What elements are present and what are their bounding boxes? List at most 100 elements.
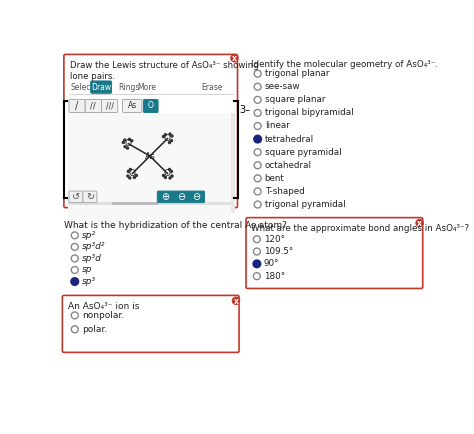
Text: 180°: 180° xyxy=(264,272,285,281)
Text: Select: Select xyxy=(70,83,93,92)
Circle shape xyxy=(133,177,136,178)
Text: ///: /// xyxy=(106,102,114,111)
Text: x: x xyxy=(232,54,237,63)
Text: Erase: Erase xyxy=(201,83,222,92)
Circle shape xyxy=(71,312,78,319)
FancyBboxPatch shape xyxy=(157,191,173,203)
FancyBboxPatch shape xyxy=(83,191,97,203)
FancyBboxPatch shape xyxy=(63,296,239,352)
Circle shape xyxy=(124,146,126,148)
Circle shape xyxy=(129,177,131,179)
Circle shape xyxy=(164,134,166,136)
Circle shape xyxy=(168,141,171,144)
Text: trigonal pyramidal: trigonal pyramidal xyxy=(264,200,345,209)
Circle shape xyxy=(171,135,173,137)
Circle shape xyxy=(163,174,164,177)
Circle shape xyxy=(254,162,261,169)
Circle shape xyxy=(171,140,173,141)
Circle shape xyxy=(127,147,128,149)
FancyBboxPatch shape xyxy=(64,54,237,207)
Text: As: As xyxy=(128,102,137,111)
Circle shape xyxy=(71,266,78,273)
Text: Draw: Draw xyxy=(91,83,111,92)
Circle shape xyxy=(169,133,171,135)
Text: Draw the Lewis structure of AsO₄³⁻ showing
lone pairs.: Draw the Lewis structure of AsO₄³⁻ showi… xyxy=(70,61,259,81)
Text: tetrahedral: tetrahedral xyxy=(264,135,314,144)
Circle shape xyxy=(71,326,78,333)
Circle shape xyxy=(254,135,261,142)
Text: ⊖: ⊖ xyxy=(192,192,201,202)
Circle shape xyxy=(254,175,261,182)
Text: Rings: Rings xyxy=(118,83,139,92)
Text: As: As xyxy=(145,151,155,161)
Text: More: More xyxy=(137,83,156,92)
Text: sp³: sp³ xyxy=(82,277,96,286)
Text: //: // xyxy=(91,102,96,111)
Text: What are the approximate bond angles in AsO₄³⁻?: What are the approximate bond angles in … xyxy=(251,224,470,233)
Text: sp³d²: sp³d² xyxy=(82,243,105,251)
Circle shape xyxy=(136,174,137,177)
Circle shape xyxy=(254,122,261,129)
Text: x: x xyxy=(417,219,422,228)
Circle shape xyxy=(254,260,260,267)
Circle shape xyxy=(254,248,260,255)
Text: O: O xyxy=(148,102,154,111)
Circle shape xyxy=(171,175,173,177)
Text: Identify the molecular geometry of AsO₄³⁻.: Identify the molecular geometry of AsO₄³… xyxy=(251,60,438,69)
FancyBboxPatch shape xyxy=(85,99,101,112)
Text: O: O xyxy=(125,139,132,148)
Circle shape xyxy=(164,177,166,178)
FancyBboxPatch shape xyxy=(188,191,205,203)
Circle shape xyxy=(71,243,78,250)
Text: trigonal planar: trigonal planar xyxy=(264,69,329,78)
Circle shape xyxy=(232,296,240,305)
Bar xyxy=(230,113,235,213)
Text: see-saw: see-saw xyxy=(264,82,300,91)
Circle shape xyxy=(254,70,261,77)
Circle shape xyxy=(254,236,260,243)
Circle shape xyxy=(127,175,129,177)
Circle shape xyxy=(128,138,130,140)
Circle shape xyxy=(254,273,260,279)
Circle shape xyxy=(254,201,261,208)
Circle shape xyxy=(122,141,124,143)
Text: ↻: ↻ xyxy=(86,192,94,202)
Text: square planar: square planar xyxy=(264,95,325,104)
Circle shape xyxy=(254,109,261,116)
Circle shape xyxy=(254,83,261,90)
FancyBboxPatch shape xyxy=(69,99,85,112)
Text: ⊖: ⊖ xyxy=(177,192,185,202)
FancyBboxPatch shape xyxy=(173,191,189,203)
Text: sp: sp xyxy=(82,266,92,274)
Circle shape xyxy=(124,139,126,141)
Text: 3–: 3– xyxy=(239,105,250,115)
Circle shape xyxy=(171,171,173,172)
Circle shape xyxy=(71,232,78,239)
Text: sp³d: sp³d xyxy=(82,254,101,263)
Text: What is the hybridization of the central As atom?: What is the hybridization of the central… xyxy=(64,221,287,230)
FancyBboxPatch shape xyxy=(122,99,142,112)
FancyBboxPatch shape xyxy=(101,99,118,112)
Text: /: / xyxy=(75,101,79,111)
Text: 109.5°: 109.5° xyxy=(264,247,293,256)
Text: nonpolar.: nonpolar. xyxy=(82,311,124,320)
Text: sp²: sp² xyxy=(82,231,96,240)
Text: An AsO₄³⁻ ion is: An AsO₄³⁻ ion is xyxy=(68,302,139,311)
FancyBboxPatch shape xyxy=(91,81,111,93)
Text: O: O xyxy=(164,134,171,143)
Text: T-shaped: T-shaped xyxy=(264,187,304,196)
Circle shape xyxy=(230,54,239,62)
Text: 120°: 120° xyxy=(264,235,285,243)
Text: square pyramidal: square pyramidal xyxy=(264,148,341,157)
Text: trigonal bipyramidal: trigonal bipyramidal xyxy=(264,108,353,118)
Text: ↺: ↺ xyxy=(72,192,80,202)
Bar xyxy=(68,113,230,227)
Text: O: O xyxy=(129,169,136,178)
Circle shape xyxy=(254,149,261,156)
Circle shape xyxy=(169,177,171,179)
Circle shape xyxy=(415,219,424,227)
Text: polar.: polar. xyxy=(82,325,107,334)
Circle shape xyxy=(163,135,164,138)
Circle shape xyxy=(71,278,78,285)
Circle shape xyxy=(128,171,129,172)
